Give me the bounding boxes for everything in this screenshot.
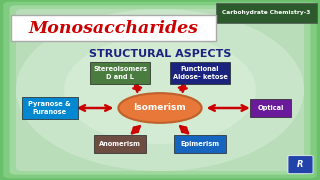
FancyBboxPatch shape (11, 15, 216, 41)
Text: Functional
Aldose- ketose: Functional Aldose- ketose (172, 66, 228, 80)
Text: Epimerism: Epimerism (180, 141, 220, 147)
Circle shape (64, 36, 256, 144)
Ellipse shape (118, 93, 202, 123)
FancyBboxPatch shape (3, 2, 317, 178)
FancyBboxPatch shape (16, 9, 304, 171)
Text: STRUCTURAL ASPECTS: STRUCTURAL ASPECTS (89, 49, 231, 59)
Text: R: R (297, 160, 304, 169)
FancyBboxPatch shape (250, 99, 291, 117)
Text: Monosaccharides: Monosaccharides (29, 20, 198, 37)
Text: Optical: Optical (257, 105, 284, 111)
Text: Anomerism: Anomerism (99, 141, 141, 147)
Text: Pyranose &
Furanose: Pyranose & Furanose (28, 101, 71, 115)
FancyBboxPatch shape (90, 62, 150, 84)
FancyBboxPatch shape (10, 5, 310, 175)
FancyBboxPatch shape (288, 156, 313, 174)
Text: Stereoisomers
D and L: Stereoisomers D and L (93, 66, 147, 80)
FancyBboxPatch shape (170, 62, 230, 84)
FancyBboxPatch shape (21, 97, 77, 119)
Text: Isomerism: Isomerism (134, 103, 186, 112)
Text: Carbohydrate Chemistry-3: Carbohydrate Chemistry-3 (222, 10, 311, 15)
Circle shape (16, 9, 304, 171)
FancyBboxPatch shape (216, 3, 317, 23)
FancyBboxPatch shape (93, 135, 147, 153)
FancyBboxPatch shape (173, 135, 227, 153)
